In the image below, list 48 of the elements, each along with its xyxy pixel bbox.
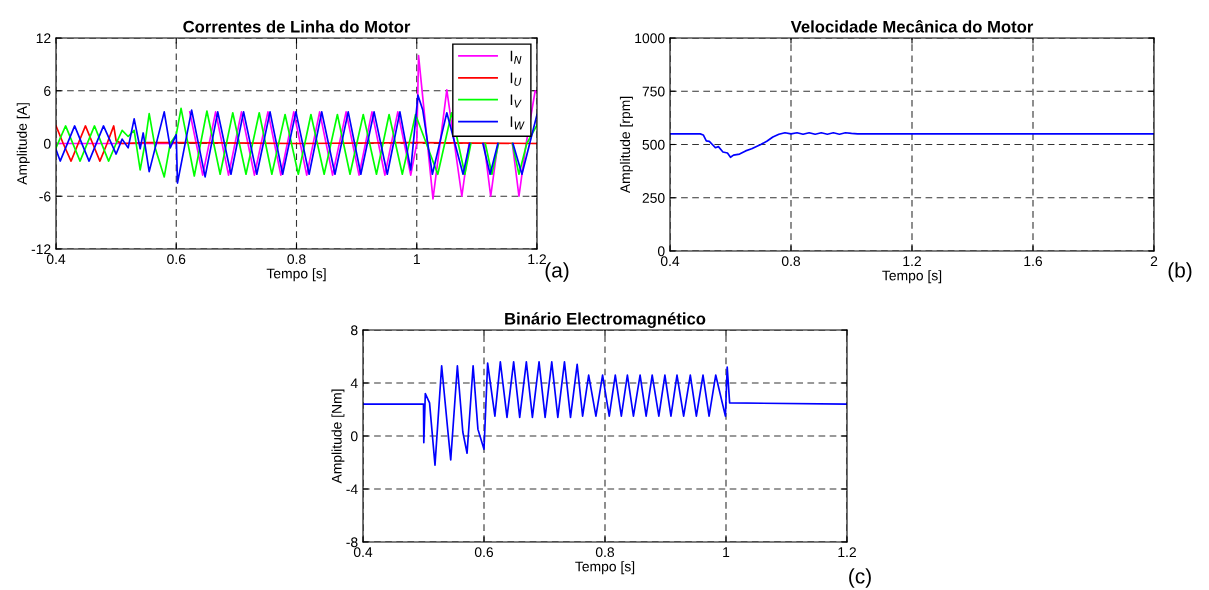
y-tick-label: 6 [44, 86, 51, 96]
y-tick-label: -8 [346, 537, 358, 548]
text: (a) [545, 262, 569, 282]
line-series [670, 131, 1154, 159]
chart-title: Binário Electromagnético [505, 312, 706, 328]
y-tick-label: 750 [642, 86, 665, 97]
y-axis-title: Amplitude [rpm] [619, 96, 633, 194]
y-axis-title: Amplitude [A] [16, 103, 30, 185]
x-tick-label: 1.2 [838, 547, 856, 557]
y-tick-label: 0 [350, 431, 358, 442]
x-tick-label: 0.4 [660, 256, 680, 267]
text: (b) [1168, 262, 1192, 282]
x-tick-label: 1 [413, 254, 420, 264]
y-tick-label: 500 [642, 139, 665, 150]
x-tick-label: 0.6 [474, 547, 494, 558]
y-tick-label: -4 [346, 484, 358, 495]
x-tick-label: 2 [1150, 256, 1158, 266]
legend-label: I$_{U}$ [510, 72, 522, 86]
x-tick-label: 1 [723, 547, 730, 557]
x-axis-title: Tempo [s] [882, 270, 942, 284]
x-tick-label: 0.4 [353, 547, 373, 558]
legend-label: I$_{W}$ [510, 116, 525, 130]
x-tick-label: 0.8 [781, 256, 801, 267]
legend-label: I$_{N}$ [510, 50, 522, 64]
y-tick-label: -6 [39, 191, 51, 202]
y-tick-label: 250 [642, 193, 665, 203]
x-tick-label: 0.8 [595, 547, 615, 558]
x-tick-label: 1.6 [1024, 256, 1043, 267]
x-tick-label: 0.4 [46, 254, 66, 265]
y-tick-label: 1000 [635, 33, 665, 44]
text: (c) [849, 568, 871, 588]
legend-label: I$_{V}$ [510, 94, 522, 108]
y-tick-label: -12 [31, 244, 51, 255]
x-tick-label: 0.6 [167, 254, 186, 265]
line-series [363, 360, 847, 466]
y-axis-title: Amplitude [Nm] [331, 389, 345, 484]
y-tick-label: 0 [43, 138, 51, 149]
chart-title: Velocidade Mecânica do Motor [790, 20, 1034, 33]
y-tick-label: 8 [351, 325, 358, 336]
chart-title: Correntes de Linha do Motor [183, 20, 411, 33]
x-axis-title: Tempo [s] [575, 561, 635, 575]
y-tick-label: 0 [657, 246, 665, 257]
x-tick-label: 1.2 [903, 256, 921, 266]
x-tick-label: 0.8 [287, 254, 306, 265]
y-tick-label: 12 [36, 33, 51, 44]
x-tick-label: 1.2 [528, 254, 546, 264]
y-tick-label: 4 [350, 378, 358, 389]
x-axis-title: Tempo [s] [266, 268, 326, 282]
